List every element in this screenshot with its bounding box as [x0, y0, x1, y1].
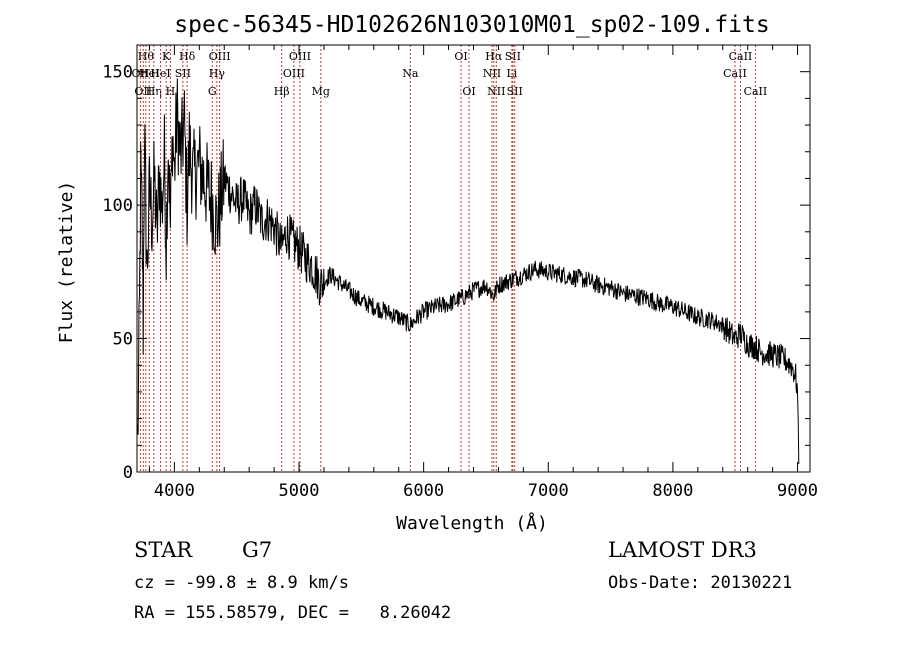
spectral-line-label: SII [175, 67, 191, 80]
spectral-line-label: Hθ [138, 50, 155, 63]
spectral-line-label: K [162, 50, 171, 63]
spectral-line-label: HeI [139, 67, 159, 80]
survey-name: LAMOST DR3 [608, 538, 757, 562]
spectral-line-label: Hβ [274, 85, 290, 98]
spectral-line-label: SII [505, 50, 521, 63]
spectral-line-label: OI [462, 85, 475, 98]
y-tick-label: 100 [102, 196, 133, 216]
spectral-line-label: OIII [289, 50, 311, 63]
x-tick-label: 9000 [777, 481, 818, 501]
spectral-line-label: NII [487, 85, 505, 98]
object-subclass: G7 [242, 538, 273, 562]
spectral-line-label: CaII [744, 85, 768, 98]
plot-frame [136, 44, 811, 473]
spectral-line-label: Mg [312, 85, 330, 98]
x-tick-label: 5000 [279, 481, 320, 501]
spectral-line-label: Hγ [209, 67, 226, 80]
ra-dec-text: RA = 155.58579, DEC = 8.26042 [134, 603, 452, 623]
spectral-line-label: NII [483, 67, 501, 80]
x-tick-label: 4000 [154, 481, 195, 501]
y-tick-label: 150 [102, 63, 133, 83]
spectral-line-label: Hδ [179, 50, 196, 63]
spectrum-line [137, 78, 800, 465]
spectral-line-label: Hη [146, 85, 162, 98]
x-tick-label: 7000 [528, 481, 569, 501]
y-axis-label: Flux (relative) [56, 181, 77, 344]
chart-title: spec-56345-HD102626N103010M01_sp02-109.f… [174, 12, 769, 38]
y-tick-label: 0 [123, 463, 133, 483]
x-axis-label: Wavelength (Å) [396, 512, 548, 534]
spectral-line-label: OII [132, 67, 150, 80]
x-tick-label: 6000 [403, 481, 444, 501]
spectral-lines-layer: OIIOIIHθHeIHηHeIKHSIIHδGHγOIIIHβOIIIOIII… [132, 45, 768, 472]
spectral-line-label: OIII [209, 50, 231, 63]
redshift-text: cz = -99.8 ± 8.9 km/s [134, 573, 349, 593]
spectral-line-label: OII [134, 85, 152, 98]
x-tick-label: 8000 [652, 481, 693, 501]
spectral-line-label: SII [507, 85, 523, 98]
spectral-line-label: G [208, 85, 217, 98]
spectral-line-label: OIII [283, 67, 305, 80]
spectral-line-label: Na [402, 67, 419, 80]
spectral-line-label: H [166, 85, 176, 98]
spectral-line-label: Li [506, 67, 517, 80]
spectral-line-label: CaII [729, 50, 753, 63]
spectral-line-label: CaII [723, 67, 747, 80]
object-class: STAR [134, 538, 193, 562]
obs-date-text: Obs-Date: 20130221 [608, 573, 793, 593]
spectral-line-label: Hα [485, 50, 503, 63]
axis-ticks-layer: 4000 5000 6000 7000 8000 9000 0 50 100 150 [102, 45, 818, 501]
spectral-line-label: HeI [150, 67, 170, 80]
spectral-line-label: OI [454, 50, 467, 63]
y-tick-label: 50 [113, 330, 133, 350]
